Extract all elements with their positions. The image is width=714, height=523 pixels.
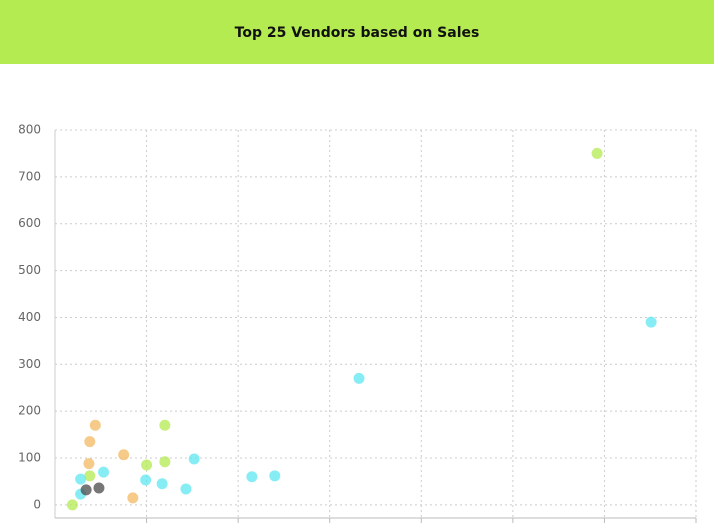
y-tick-label: 200: [18, 404, 41, 418]
point: [353, 372, 365, 384]
point: [83, 458, 95, 470]
y-tick-label: 600: [18, 216, 41, 230]
point: [89, 419, 101, 431]
point: [159, 419, 171, 431]
y-tick-label: 0: [33, 497, 41, 511]
point: [118, 449, 130, 461]
point: [188, 453, 200, 465]
point: [246, 471, 258, 483]
chart-title: Top 25 Vendors based on Sales: [235, 25, 480, 41]
point: [75, 473, 87, 485]
y-tick-label: 500: [18, 263, 41, 277]
point: [140, 474, 152, 486]
point: [84, 470, 96, 482]
point: [156, 478, 168, 490]
y-tick-label: 400: [18, 310, 41, 324]
y-tick-label: 800: [18, 123, 41, 137]
point: [159, 456, 171, 468]
y-tick-label: 700: [18, 169, 41, 183]
y-tick-label: 100: [18, 451, 41, 465]
point: [141, 459, 153, 471]
point: [127, 492, 139, 504]
title-bar: [0, 0, 714, 64]
point: [84, 436, 96, 448]
point: [80, 484, 92, 496]
y-tick-label: 300: [18, 357, 41, 371]
point: [591, 147, 603, 159]
point: [98, 466, 110, 478]
point: [180, 483, 192, 495]
point: [269, 470, 281, 482]
point: [93, 482, 105, 494]
point: [645, 316, 657, 328]
point: [66, 499, 78, 511]
